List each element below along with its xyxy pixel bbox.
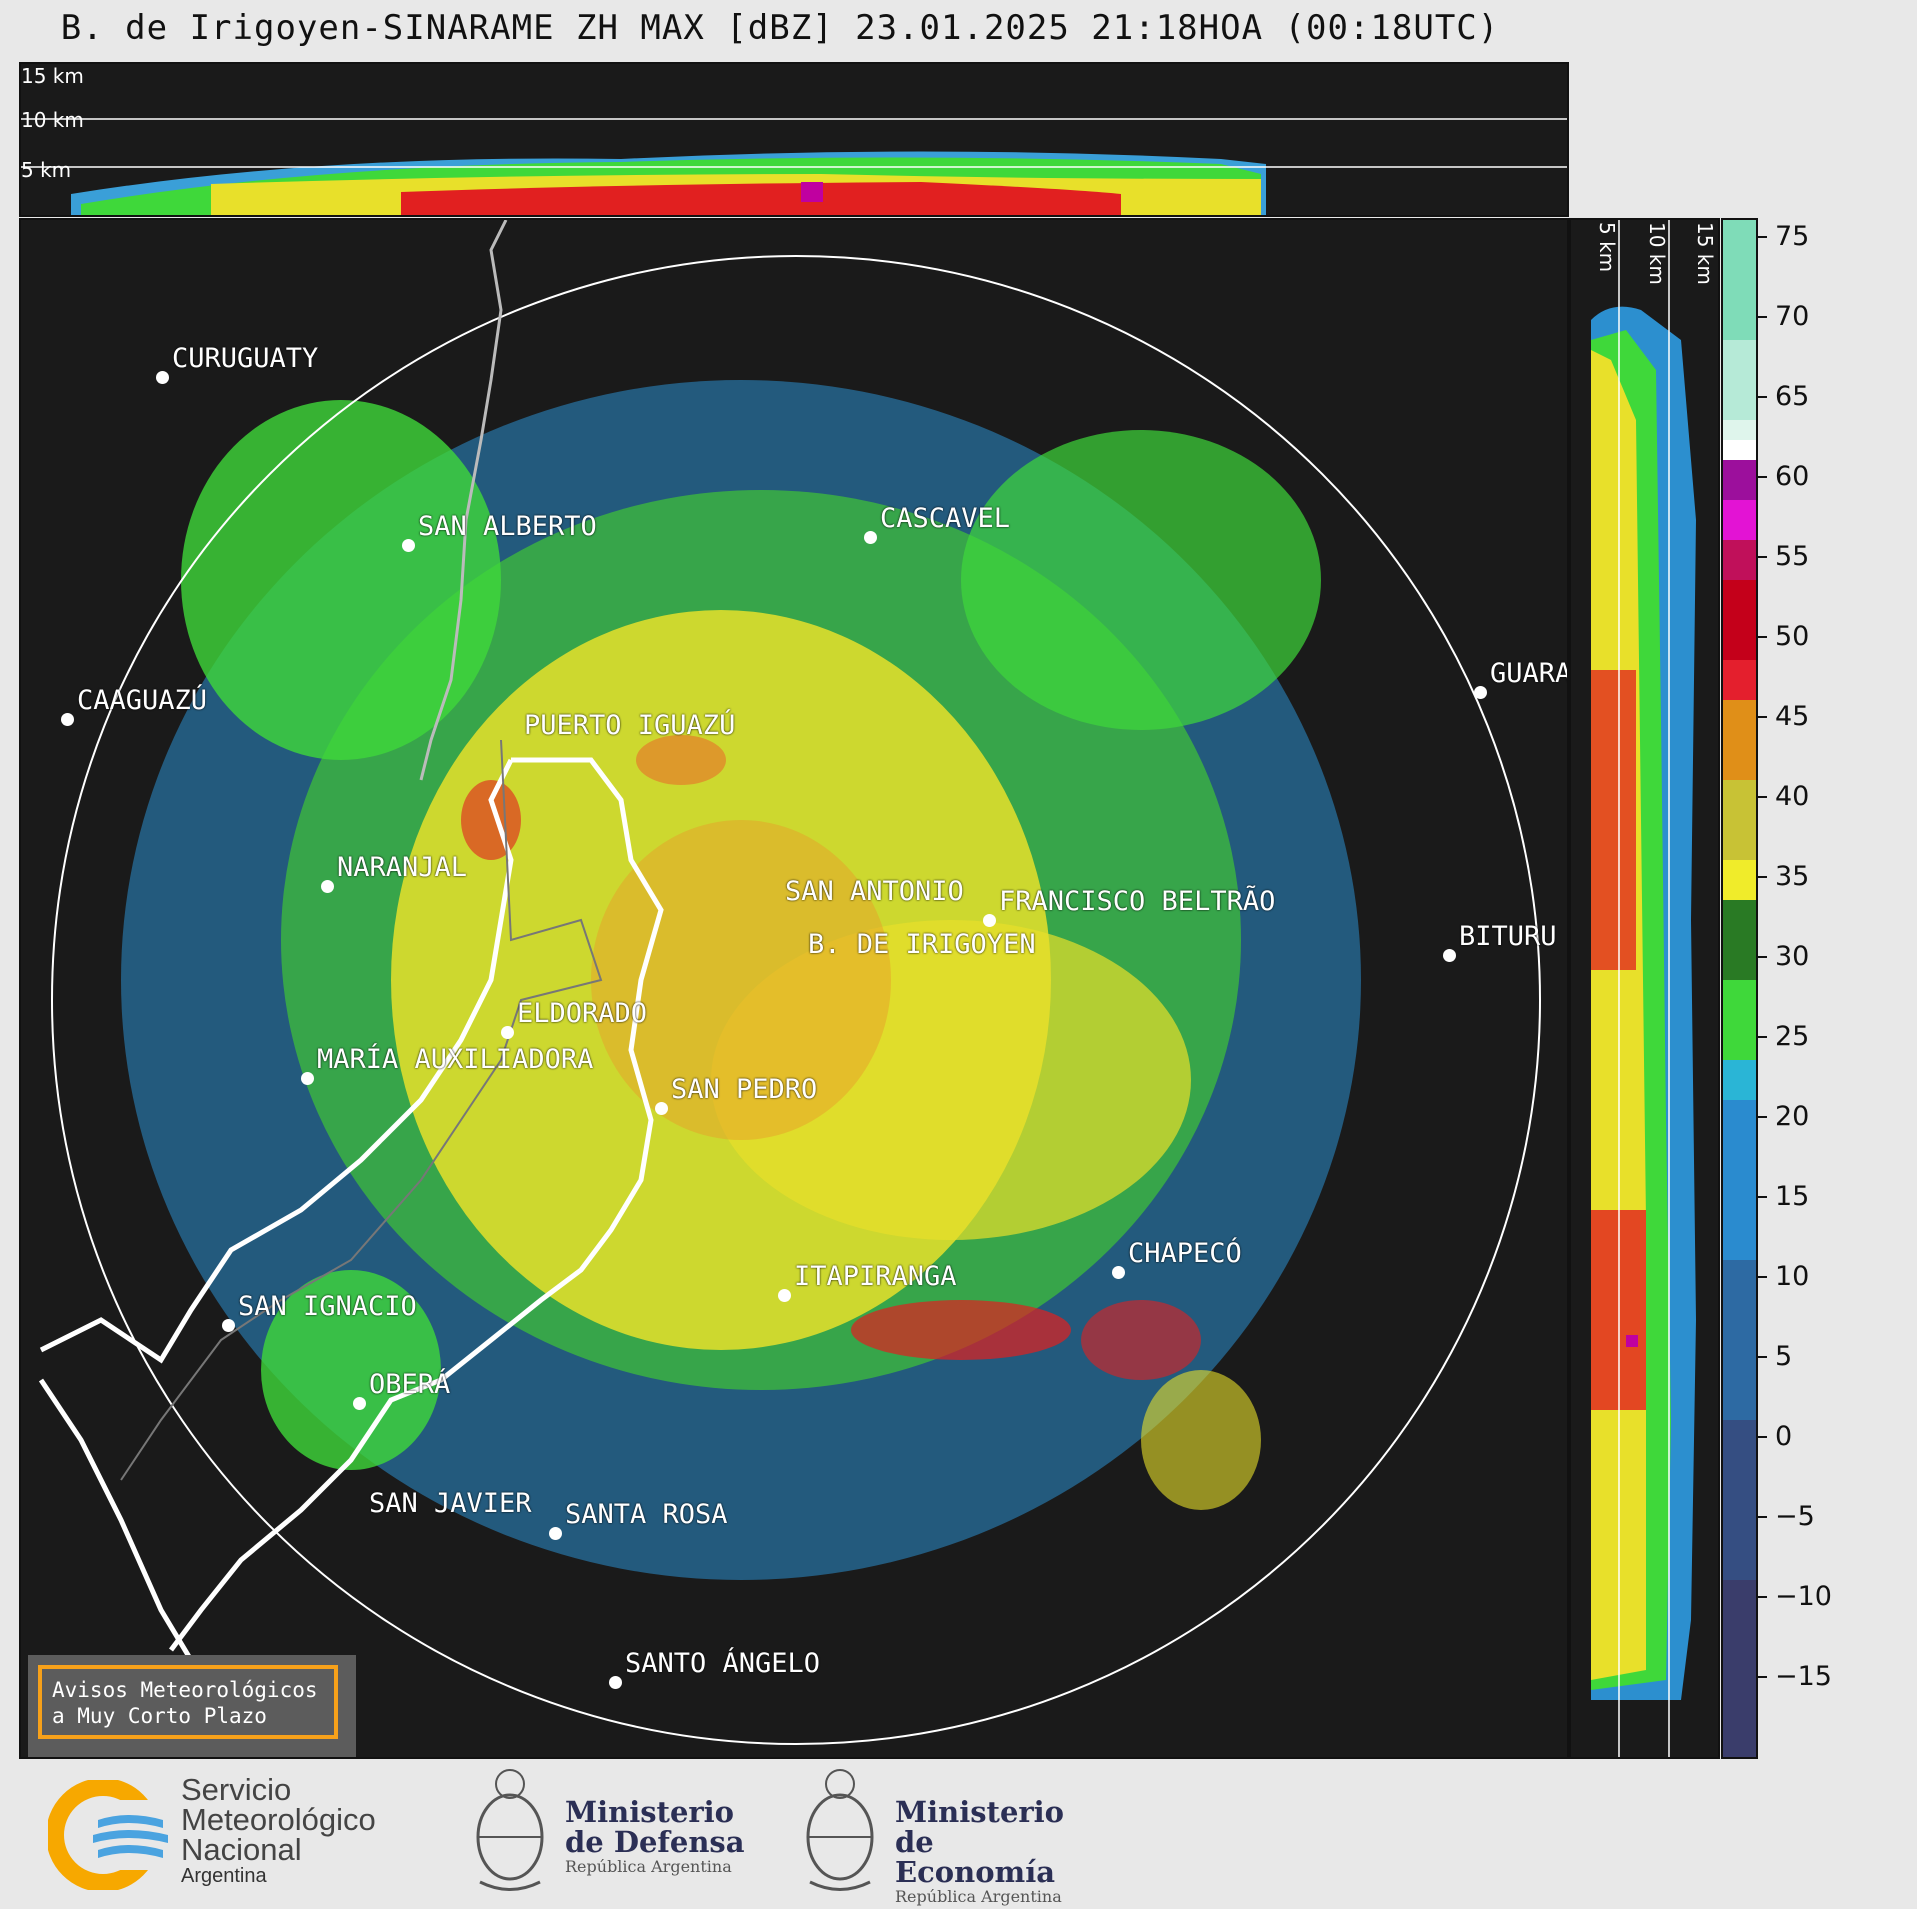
city-dot (156, 371, 169, 384)
avisos-box[interactable]: Avisos Meteorológicos a Muy Corto Plazo (28, 1655, 356, 1757)
city-dot (1112, 1266, 1125, 1279)
colorbar-tick: 55 (1758, 541, 1809, 572)
colorbar-tick: 70 (1758, 301, 1809, 332)
coat-of-arms-icon (806, 1769, 874, 1891)
city-label: SANTA ROSA (565, 1499, 728, 1530)
avisos-line-1: Avisos Meteorológicos (52, 1678, 318, 1702)
economia-sub: República Argentina (895, 1887, 1062, 1906)
city-dot (222, 1319, 235, 1332)
right-label-10km: 10 km (1645, 222, 1669, 285)
city-label: SANTO ÁNGELO (625, 1648, 821, 1679)
radar-map: CURUGUATY SAN ALBERTO CASCAVEL CAAGUAZÚ … (19, 218, 1569, 1759)
city-label: SAN IGNACIO (238, 1291, 417, 1322)
colorbar-tick: 20 (1758, 1101, 1809, 1132)
city-dot (301, 1072, 314, 1085)
right-cross-section: 5 km 10 km 15 km (1569, 218, 1720, 1759)
city-label: ITAPIRANGA (794, 1261, 957, 1292)
city-label: FRANCISCO BELTRÃO (999, 886, 1276, 917)
colorbar-tick: 30 (1758, 941, 1809, 972)
right-label-15km: 15 km (1693, 222, 1717, 285)
city-label: CHAPECÓ (1128, 1238, 1242, 1269)
city-dot (778, 1289, 791, 1302)
colorbar-tick: 75 (1758, 221, 1809, 252)
smn-sub: Argentina (181, 1865, 267, 1887)
city-dot (655, 1102, 668, 1115)
colorbar-tick: 15 (1758, 1181, 1809, 1212)
city-label: SAN JAVIER (369, 1488, 532, 1519)
top-cross-section: 15 km 10 km 5 km (19, 62, 1569, 217)
city-dot (549, 1527, 562, 1540)
colorbar-tick: 35 (1758, 861, 1809, 892)
chart-title: B. de Irigoyen-SINARAME ZH MAX [dBZ] 23.… (60, 8, 1500, 48)
right-cross-section-echo (1591, 220, 1696, 1757)
colorbar-ticks: 75 70 65 60 55 50 45 40 35 30 25 20 15 1… (1758, 218, 1878, 1759)
colorbar-tick: −10 (1758, 1581, 1832, 1612)
city-label: CAAGUAZÚ (77, 685, 208, 716)
smn-line-3: Nacional (181, 1832, 302, 1867)
city-label: SAN PEDRO (671, 1074, 818, 1105)
city-label: PUERTO IGUAZÚ (524, 710, 736, 741)
smn-emblem-icon (48, 1780, 173, 1890)
colorbar-tick: 5 (1758, 1341, 1792, 1372)
smn-line-1: Servicio (181, 1772, 292, 1807)
defensa-line-2: de Defensa (565, 1825, 745, 1859)
city-dot (609, 1676, 622, 1689)
colorbar-tick: 45 (1758, 701, 1809, 732)
top-label-10km: 10 km (21, 108, 84, 132)
defensa-logo: Ministerio de Defensa República Argentin… (470, 1762, 750, 1902)
city-label: CASCAVEL (880, 503, 1011, 534)
colorbar-tick: −15 (1758, 1661, 1832, 1692)
city-dot (321, 880, 334, 893)
colorbar-tick: 60 (1758, 461, 1809, 492)
city-label: BITURU (1459, 921, 1557, 952)
city-dot (402, 539, 415, 552)
colorbar (1721, 218, 1758, 1759)
city-label: CURUGUATY (172, 343, 319, 374)
economia-line-2: de Economía (895, 1825, 1056, 1889)
defensa-line-1: Ministerio (565, 1795, 735, 1829)
city-label: B. DE IRIGOYEN (808, 929, 1036, 960)
top-label-15km: 15 km (21, 64, 84, 88)
economia-logo: Ministerio de Economía República Argenti… (800, 1762, 1100, 1906)
colorbar-tick: 50 (1758, 621, 1809, 652)
city-dot (353, 1397, 366, 1410)
avisos-line-2: a Muy Corto Plazo (52, 1704, 267, 1728)
city-dot (983, 914, 996, 927)
city-label: SAN ALBERTO (418, 511, 597, 542)
top-label-5km: 5 km (21, 158, 72, 182)
city-label: ELDORADO (517, 998, 648, 1029)
colorbar-tick: 10 (1758, 1261, 1809, 1292)
city-label: GUARA (1490, 658, 1569, 689)
right-label-5km: 5 km (1595, 222, 1619, 273)
colorbar-tick: 0 (1758, 1421, 1792, 1452)
colorbar-tick: 65 (1758, 381, 1809, 412)
city-dot (501, 1026, 514, 1039)
city-label: OBERÁ (369, 1369, 451, 1400)
colorbar-tick: 40 (1758, 781, 1809, 812)
smn-line-2: Meteorológico (181, 1802, 376, 1837)
defensa-sub: República Argentina (565, 1857, 732, 1876)
city-dot (864, 531, 877, 544)
city-label: SAN ANTONIO (785, 876, 964, 907)
city-label: MARÍA AUXILIADORA (317, 1044, 594, 1075)
coat-of-arms-icon (476, 1769, 544, 1891)
economia-line-1: Ministerio (895, 1795, 1065, 1829)
radar-echoes (38, 220, 1541, 1745)
colorbar-tick: −5 (1758, 1501, 1815, 1532)
smn-logo: Servicio Meteorológico Nacional Argentin… (48, 1772, 428, 1895)
city-dot (1474, 686, 1487, 699)
city-dot (61, 713, 74, 726)
city-label: NARANJAL (337, 852, 468, 883)
top-cross-section-echo (21, 118, 1567, 215)
avisos-link[interactable]: Avisos Meteorológicos a Muy Corto Plazo (38, 1665, 338, 1739)
city-dot (1443, 949, 1456, 962)
colorbar-tick: 25 (1758, 1021, 1809, 1052)
